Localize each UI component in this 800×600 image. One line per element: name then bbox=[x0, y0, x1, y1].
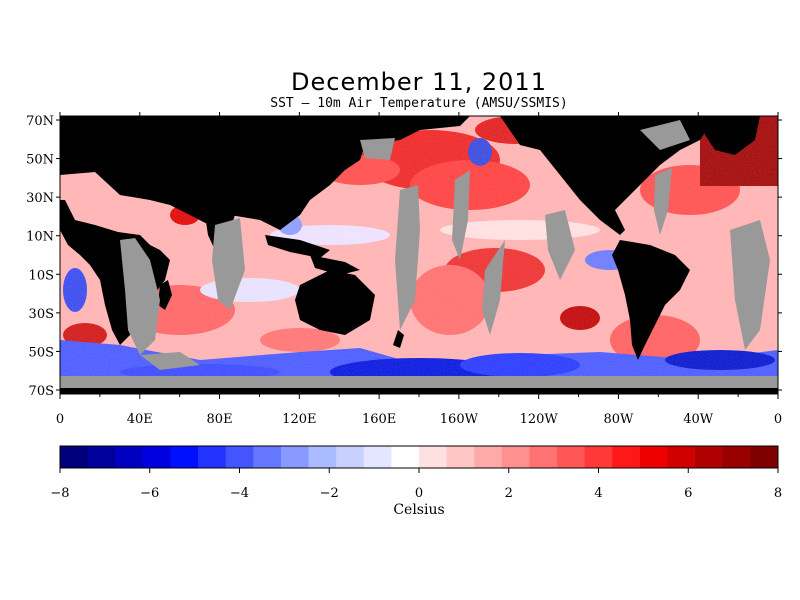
colorbar-swatch bbox=[419, 446, 448, 468]
lon-tick-label: 120W bbox=[520, 412, 559, 427]
colorbar-swatch bbox=[639, 446, 669, 468]
colorbar-swatch bbox=[170, 446, 199, 468]
lat-tick-label: 30S bbox=[29, 307, 54, 322]
colorbar bbox=[59, 445, 779, 469]
colorbar-tick-label: 2 bbox=[505, 486, 513, 501]
colorbar-swatch bbox=[446, 446, 475, 468]
map-title: December 11, 2011 bbox=[291, 68, 547, 96]
colorbar-swatch bbox=[722, 446, 751, 468]
no-data-regions bbox=[60, 120, 778, 388]
lat-tick-label: 70N bbox=[26, 114, 54, 129]
lon-tick-label: 40W bbox=[683, 412, 714, 427]
colorbar-swatch bbox=[60, 446, 89, 468]
colorbar-swatch bbox=[142, 446, 171, 468]
colorbar-swatch bbox=[363, 446, 392, 468]
lon-tick-label: 40E bbox=[127, 412, 153, 427]
lat-tick-label: 10S bbox=[29, 268, 54, 283]
lon-tick-label: 0 bbox=[56, 412, 64, 427]
lon-tick-label: 0 bbox=[774, 412, 782, 427]
colorbar-swatch bbox=[474, 446, 503, 468]
colorbar-swatch bbox=[308, 446, 337, 468]
colorbar-swatch bbox=[750, 446, 779, 468]
colorbar-swatch bbox=[280, 446, 310, 468]
colorbar-swatch bbox=[557, 446, 586, 468]
lon-tick-label: 80E bbox=[207, 412, 233, 427]
colorbar-ticks: −8 −6 −4 −2 0 2 4 6 8 bbox=[50, 468, 782, 501]
colorbar-swatch bbox=[391, 446, 420, 468]
lat-tick-label: 50N bbox=[26, 153, 54, 168]
colorbar-swatch bbox=[253, 446, 282, 468]
map-field bbox=[60, 116, 778, 394]
colorbar-swatch bbox=[612, 446, 641, 468]
colorbar-swatch bbox=[584, 446, 613, 468]
colorbar-tick-label: 4 bbox=[594, 486, 602, 501]
colorbar-swatch bbox=[667, 446, 696, 468]
lat-tick-label: 50S bbox=[29, 345, 54, 360]
lon-tick-label: 80W bbox=[603, 412, 634, 427]
map-subtitle: SST – 10m Air Temperature (AMSU/SSMIS) bbox=[270, 96, 568, 111]
colorbar-tick-label: 8 bbox=[774, 486, 782, 501]
colorbar-swatch bbox=[198, 446, 227, 468]
colorbar-swatch bbox=[695, 446, 724, 468]
colorbar-swatch bbox=[501, 446, 530, 468]
colorbar-tick-label: −6 bbox=[140, 486, 159, 501]
colorbar-tick-label: 6 bbox=[684, 486, 692, 501]
colorbar-tick-label: −4 bbox=[230, 486, 249, 501]
lat-tick-label: 30N bbox=[26, 191, 54, 206]
longitude-axis: 0 40E 80E 120E 160E 160W 120W 80W 40W 0 bbox=[56, 112, 782, 427]
colorbar-tick-label: 0 bbox=[415, 486, 423, 501]
lon-tick-label: 120E bbox=[282, 412, 316, 427]
lat-tick-label: 70S bbox=[29, 384, 54, 399]
colorbar-tick-label: −2 bbox=[320, 486, 339, 501]
colorbar-swatch bbox=[225, 446, 254, 468]
colorbar-swatch bbox=[529, 446, 558, 468]
colorbar-swatch bbox=[87, 446, 116, 468]
colorbar-swatch bbox=[115, 446, 144, 468]
latitude-axis: 70N 50N 30N 10N 10S 30S 50S 70S bbox=[26, 114, 782, 399]
lon-tick-label: 160W bbox=[440, 412, 479, 427]
lon-tick-label: 160E bbox=[362, 412, 396, 427]
colorbar-tick-label: −8 bbox=[50, 486, 69, 501]
colorbar-swatch bbox=[336, 446, 365, 468]
lat-tick-label: 10N bbox=[26, 230, 54, 245]
colorbar-label: Celsius bbox=[393, 502, 445, 518]
